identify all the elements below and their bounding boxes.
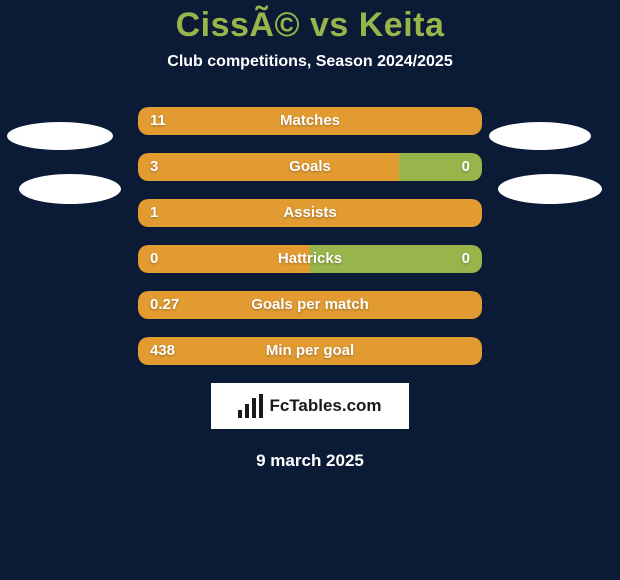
logo-bars-icon xyxy=(238,394,263,418)
bar-left-segment xyxy=(138,245,310,273)
bar-left-segment xyxy=(138,153,399,181)
comparison-infographic: CissÃ© vs Keita Club competitions, Seaso… xyxy=(0,0,620,580)
bar-left-segment xyxy=(138,107,482,135)
subtitle: Club competitions, Season 2024/2025 xyxy=(0,53,620,71)
logo-text: FcTables.com xyxy=(269,396,381,416)
deco-ellipse xyxy=(7,122,113,150)
deco-ellipse xyxy=(19,174,121,204)
bar-right-segment xyxy=(399,153,482,181)
stat-row: Hattricks00 xyxy=(138,245,482,273)
logo-bar-segment xyxy=(245,404,249,418)
stat-row: Goals per match0.27 xyxy=(138,291,482,319)
logo-bar-segment xyxy=(238,410,242,418)
stat-row: Min per goal438 xyxy=(138,337,482,365)
bar-right-segment xyxy=(310,245,482,273)
bar-left-segment xyxy=(138,199,482,227)
logo-bar-segment xyxy=(259,394,263,418)
deco-ellipse xyxy=(489,122,591,150)
deco-ellipse xyxy=(498,174,602,204)
stat-row: Matches11 xyxy=(138,107,482,135)
bar-left-segment xyxy=(138,291,482,319)
fctables-logo: FcTables.com xyxy=(211,383,409,429)
page-title: CissÃ© vs Keita xyxy=(0,0,620,45)
bar-left-segment xyxy=(138,337,482,365)
stat-row: Goals30 xyxy=(138,153,482,181)
logo-bar-segment xyxy=(252,398,256,418)
date-text: 9 march 2025 xyxy=(0,451,620,471)
stat-row: Assists1 xyxy=(138,199,482,227)
